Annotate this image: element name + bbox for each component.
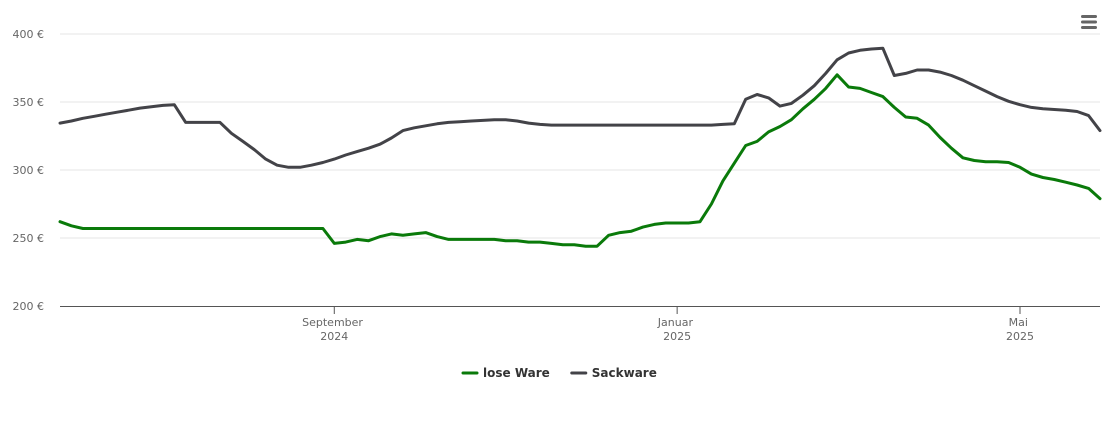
menu-button[interactable] [1080, 14, 1098, 30]
legend-label: Sackware [592, 366, 657, 380]
legend-label: lose Ware [483, 366, 550, 380]
menu-bar [1081, 15, 1097, 18]
legend: lose Ware Sackware [461, 366, 657, 380]
x-tick-label: Januar 2025 [657, 316, 697, 343]
y-tick-label: 250 € [13, 232, 45, 245]
y-tick-label: 200 € [13, 300, 45, 313]
y-tick-label: 350 € [13, 96, 45, 109]
menu-bar [1081, 26, 1097, 29]
x-tick-label: Mai 2025 [1006, 316, 1034, 343]
menu-bar [1081, 20, 1097, 24]
y-tick-label: 300 € [13, 164, 45, 177]
y-tick-label: 400 € [13, 28, 45, 41]
series-line [58, 73, 1102, 248]
x-tick-label: September 2024 [302, 316, 366, 343]
series-line [58, 46, 1102, 169]
